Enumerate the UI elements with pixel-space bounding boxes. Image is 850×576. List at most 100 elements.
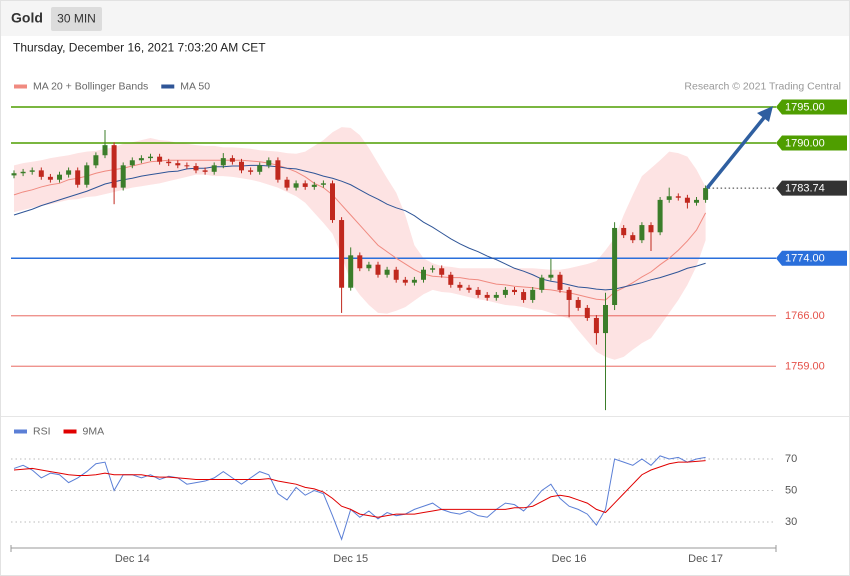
x-tick-label: Dec 16 [552, 553, 587, 565]
candle-body [402, 279, 408, 283]
candle-body [475, 289, 481, 295]
candle-body [257, 165, 263, 172]
candle-body [66, 170, 72, 175]
candle-body [120, 165, 126, 188]
candle-body [129, 160, 135, 166]
level-label: 1783.74 [785, 182, 825, 194]
candle-body [666, 196, 672, 200]
candle-body [630, 235, 636, 241]
candle-body [111, 145, 117, 188]
indicator-line [13, 460, 706, 518]
level-tag [776, 250, 847, 266]
y-tick-label: 50 [785, 484, 797, 496]
y-tick-label: 70 [785, 453, 797, 465]
timestamp: Thursday, December 16, 2021 7:03:20 AM C… [13, 41, 266, 55]
candle-body [539, 277, 545, 290]
candle-body [593, 317, 599, 334]
candle-body [275, 160, 281, 180]
candle-body [93, 155, 99, 166]
candle-body [20, 171, 26, 174]
candle-body [284, 179, 290, 188]
candle-body [448, 274, 454, 285]
level-label: 1766.00 [785, 310, 825, 322]
level-label: 1774.00 [785, 253, 825, 265]
legend-label: RSI [33, 425, 51, 437]
candle-body [102, 145, 108, 156]
trend-arrow [706, 112, 769, 189]
candle-body [603, 305, 608, 334]
candle-body [239, 161, 244, 171]
candle-body [357, 255, 363, 269]
level-tag [776, 135, 847, 151]
x-tick-label: Dec 15 [333, 553, 368, 565]
candle-body [530, 289, 536, 300]
y-tick-label: 30 [785, 516, 797, 528]
candle-body [84, 165, 90, 185]
candle-body [348, 255, 354, 288]
candle-body [484, 294, 490, 298]
candle-body [384, 269, 390, 275]
legend-swatch [14, 84, 27, 89]
candle-body [47, 176, 53, 180]
candle-body [430, 268, 436, 270]
candle-body [684, 197, 690, 203]
rsi-layer [11, 455, 776, 541]
candle-body [166, 161, 172, 164]
candle-body [512, 289, 517, 293]
source-credit: Research © 2021 Trading Central [684, 80, 841, 92]
lines-layer [13, 159, 707, 301]
candle-body [248, 170, 254, 172]
candle-body [220, 158, 226, 166]
candle-body [38, 170, 44, 177]
moving-average [13, 164, 706, 291]
candle-body [493, 294, 499, 298]
x-tick-label: Dec 14 [115, 553, 150, 565]
level-label: 1795.00 [785, 101, 825, 113]
candle-body [584, 307, 590, 318]
level-tag [776, 99, 847, 115]
candle-body [138, 158, 144, 161]
candle-body [521, 292, 527, 300]
legend-swatch [161, 84, 175, 89]
candle-body [639, 225, 645, 241]
candle-body [330, 183, 335, 221]
levels-layer [11, 106, 776, 367]
candle-body [184, 165, 190, 167]
level-label: 1790.00 [785, 137, 825, 149]
candle-body [366, 264, 372, 269]
candle-body [75, 170, 81, 185]
candle-body [293, 183, 299, 188]
candle-body [575, 299, 581, 308]
candle-body [393, 269, 399, 280]
level-tag [776, 180, 847, 196]
candle-body [193, 166, 199, 171]
candle-body [411, 279, 417, 283]
candle-body [375, 264, 381, 275]
candle-body [466, 287, 472, 290]
candle-body [202, 170, 208, 172]
candle-body [148, 156, 153, 159]
candle-body [657, 199, 663, 233]
legend-label: MA 20 + Bollinger Bands [33, 80, 148, 92]
timeframe-box[interactable] [51, 7, 102, 31]
candle-body [557, 274, 563, 290]
candle-body [439, 268, 445, 275]
legend-swatch [14, 429, 27, 434]
candle-body [703, 188, 709, 200]
candle-body [566, 289, 572, 300]
candle-body [266, 160, 272, 166]
x-tick-label: Dec 17 [688, 553, 723, 565]
symbol: Gold [11, 10, 43, 26]
candle-body [548, 274, 554, 278]
candle-body [694, 199, 699, 203]
legend-swatch [63, 429, 77, 434]
candle-body [157, 156, 163, 162]
text-layer: 1795.00 1790.00 1783.74 1774.00 1766.00 1759.… [14, 80, 847, 565]
timeframe[interactable]: 30 MIN [57, 12, 96, 26]
candle-body [612, 227, 618, 305]
candle-body [421, 269, 426, 280]
legend-label: MA 50 [180, 80, 210, 92]
candle-body [229, 158, 235, 162]
candle-body [11, 173, 17, 176]
